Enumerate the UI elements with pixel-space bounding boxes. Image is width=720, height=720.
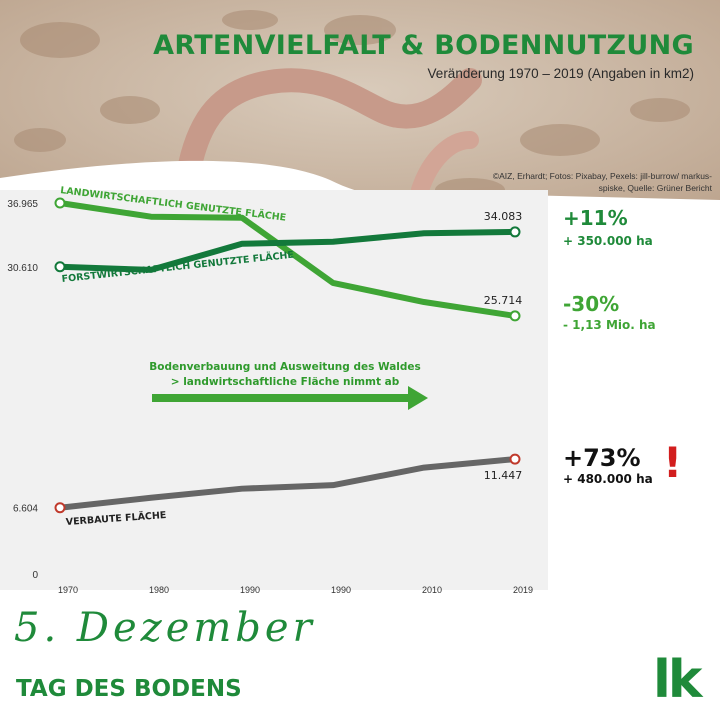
data-point — [54, 502, 66, 514]
forest-change-abs: + 350.000 ha — [563, 234, 653, 248]
page-subtitle: Veränderung 1970 – 2019 (Angaben in km2) — [427, 66, 694, 81]
photo-credit: ©AIZ, Erhardt; Fotos: Pixabay, Pexels: j… — [492, 171, 712, 193]
data-point — [54, 261, 66, 273]
data-point — [54, 197, 66, 209]
data-point — [509, 453, 521, 465]
series-line — [57, 200, 518, 319]
annotation-line-2: > landwirtschaftliche Fläche nimmt ab — [171, 376, 400, 388]
end-label-forest: 34.083 — [484, 210, 523, 223]
y-tick-label: 36.965 — [7, 199, 38, 210]
agri-change-abs: - 1,13 Mio. ha — [563, 318, 656, 332]
y-tick-label: 6.604 — [13, 504, 38, 515]
data-point — [509, 310, 521, 322]
annotation-arrow-shaft — [152, 394, 410, 402]
forest-change-pct: +11% — [563, 206, 628, 230]
built-change-pct: +73% — [563, 444, 641, 472]
line-chart: 36.965 30.610 6.604 0 1970 1980 1990 1990 2010 20… — [0, 185, 548, 595]
annotation-line-1: Bodenverbauung und Ausweitung des Waldes — [149, 361, 421, 373]
event-date: 5. Dezember — [14, 605, 316, 651]
x-tick-label: 1970 — [58, 585, 78, 595]
annotation-arrow-head — [408, 386, 428, 410]
x-tick-label: 1990 — [331, 585, 351, 595]
series-line — [57, 228, 518, 273]
earthworm — [178, 68, 482, 177]
warning-icon: ! — [663, 438, 683, 487]
x-tick-label: 1990 — [240, 585, 260, 595]
end-label-built: 11.447 — [484, 469, 523, 482]
x-tick-label: 1980 — [149, 585, 169, 595]
plot-background — [0, 190, 548, 590]
y-tick-label: 30.610 — [7, 263, 38, 274]
x-tick-label: 2010 — [422, 585, 442, 595]
y-tick-label: 0 — [32, 570, 38, 581]
series-line — [57, 456, 518, 511]
data-point — [509, 226, 521, 238]
lk-logo: lk — [653, 650, 702, 710]
agri-change-pct: -30% — [563, 292, 620, 316]
built-change-abs: + 480.000 ha — [563, 472, 653, 486]
end-label-agriculture: 25.714 — [484, 294, 523, 307]
event-title: TAG DES BODENS — [16, 676, 242, 702]
page-title: ARTENVIELFALT & BODENNUTZUNG — [153, 30, 694, 61]
x-tick-label: 2019 — [513, 585, 533, 595]
